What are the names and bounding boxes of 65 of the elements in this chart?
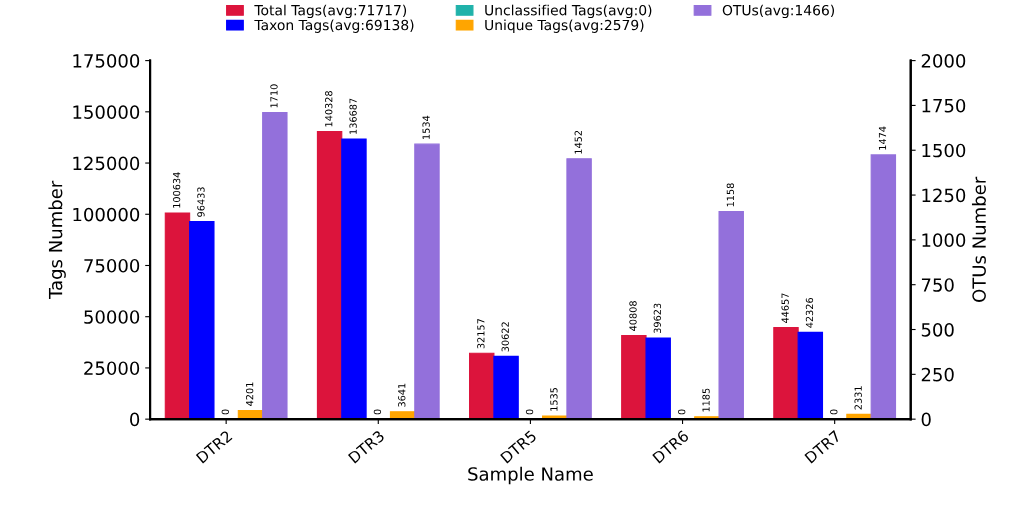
bar — [414, 143, 440, 420]
y2-tick-label: 1000 — [922, 233, 966, 247]
bar — [870, 154, 897, 420]
legend-label: OTUs(avg:1466) — [722, 4, 835, 19]
data-label: 0 — [678, 409, 686, 415]
data-label: 1710 — [270, 84, 278, 108]
data-label: 1158 — [726, 183, 735, 207]
data-label: 0 — [525, 409, 534, 415]
bar — [189, 221, 215, 420]
bar — [797, 331, 824, 420]
y2-axis-title: OTUs Number — [971, 176, 986, 302]
bar — [718, 210, 744, 420]
data-label: 1474 — [878, 126, 887, 150]
y-tick-label: 100000 — [73, 207, 140, 222]
data-label: 44657 — [781, 293, 789, 324]
data-label: 1535 — [550, 387, 558, 411]
y-tick-label: 150000 — [73, 105, 140, 119]
legend-label: Total Tags(avg:71717) — [254, 4, 407, 19]
bar — [316, 131, 343, 420]
bar — [621, 334, 647, 420]
y2-tick-label: 1250 — [922, 188, 966, 203]
y2-tick-label: 2000 — [921, 54, 966, 68]
y2-tick-label: 500 — [921, 322, 954, 337]
y-tick-label: 50000 — [84, 310, 140, 324]
y-tick-label: 75000 — [84, 258, 140, 273]
bar — [566, 158, 592, 420]
bar — [645, 337, 671, 420]
bar — [493, 355, 519, 420]
y-tick-label: 25000 — [84, 361, 140, 376]
bar — [341, 138, 367, 420]
bar — [773, 327, 799, 420]
y-tick-label: 125000 — [73, 156, 140, 171]
y2-tick-label: 1500 — [922, 143, 966, 158]
y2-tick-label: 0 — [921, 412, 931, 427]
y-tick-label: 175000 — [73, 54, 140, 68]
data-label: 1185 — [702, 388, 710, 412]
x-axis-title: Sample Name — [468, 466, 593, 485]
data-label: 136687 — [349, 98, 357, 134]
data-label: 40808 — [629, 301, 637, 331]
bar — [469, 352, 495, 420]
data-label: 30622 — [501, 322, 509, 352]
bar — [262, 112, 288, 420]
legend-label: Taxon Tags(avg:69138) — [254, 19, 414, 33]
y-tick-label: 0 — [130, 412, 140, 427]
y2-tick-label: 250 — [921, 367, 954, 382]
y2-tick-label: 1750 — [922, 98, 966, 113]
data-label: 3641 — [398, 383, 406, 407]
data-label: 140328 — [325, 91, 333, 127]
y2-tick-label: 750 — [921, 278, 954, 292]
data-label: 1452 — [574, 130, 582, 154]
legend-label: Unclassified Tags(avg:0) — [485, 4, 652, 19]
bar — [164, 212, 191, 420]
data-label: 4201 — [245, 382, 254, 406]
y-axis-title: Tags Number — [48, 180, 66, 300]
data-label: 96433 — [197, 187, 205, 217]
data-label: 0 — [830, 409, 838, 415]
data-label: 1534 — [422, 115, 430, 139]
data-label: 42326 — [805, 297, 814, 328]
data-label: 0 — [221, 409, 229, 415]
data-label: 32157 — [477, 319, 485, 349]
data-label: 2331 — [854, 386, 862, 410]
data-label: 0 — [373, 409, 382, 415]
data-label: 100634 — [172, 172, 181, 208]
legend-label: Unique Tags(avg:2579) — [485, 19, 644, 33]
data-label: 39623 — [653, 303, 662, 334]
